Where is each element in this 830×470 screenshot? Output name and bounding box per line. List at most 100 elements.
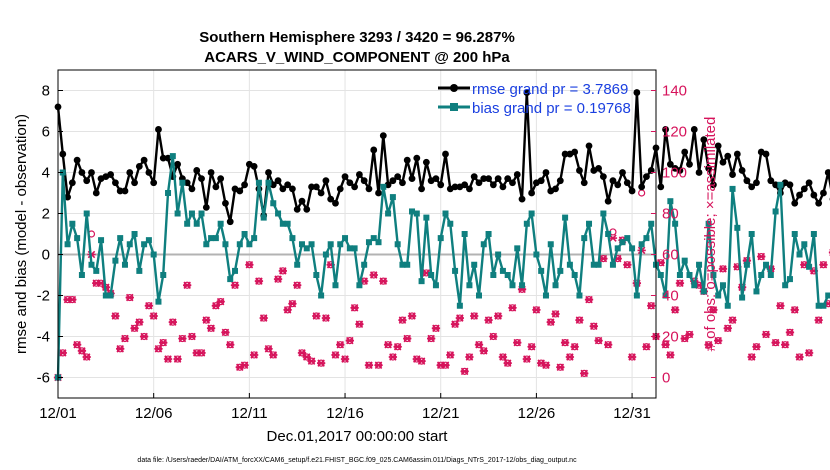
rmse-series (54, 89, 830, 226)
bias-point (466, 282, 473, 289)
bias-point (609, 261, 616, 268)
rmse-point (126, 169, 134, 176)
bias-point (748, 231, 755, 237)
bias-point (160, 272, 167, 278)
bias-point (404, 261, 411, 268)
legend-rmse-label: rmse grand pr = 3.7869 (472, 81, 628, 98)
rmse-point (714, 142, 722, 150)
rmse-point (786, 181, 794, 189)
y-tick-right-label: 120 (662, 124, 687, 141)
rmse-point (140, 156, 148, 164)
obs-assimilated-point (675, 279, 685, 287)
rmse-point (303, 206, 311, 213)
bias-point (672, 220, 679, 227)
rmse-point (250, 162, 258, 170)
obs-assimilated-point (776, 301, 785, 310)
bias-point (227, 276, 234, 283)
y-tick-right-label: 100 (662, 165, 687, 182)
bias-point (605, 231, 612, 237)
bias-point (145, 237, 152, 244)
bias-point (255, 179, 262, 186)
bias-point (212, 235, 219, 242)
rmse-point (164, 154, 172, 162)
rmse-point (236, 187, 244, 195)
rmse-point (585, 142, 593, 150)
rmse-point (470, 173, 478, 181)
rmse-point (346, 179, 354, 187)
obs-assimilated-point (761, 330, 771, 339)
rmse-point (92, 189, 100, 197)
rmse-point (542, 169, 550, 176)
rmse-point (643, 173, 650, 181)
bias-point (643, 235, 650, 242)
legend: rmse grand pr = 3.7869 bias grand pr = 0… (438, 81, 631, 117)
rmse-point (791, 199, 799, 207)
bias-point (64, 241, 71, 248)
rmse-point (226, 218, 234, 226)
rmse-point (64, 193, 71, 201)
bias-point (485, 231, 492, 237)
obs-assimilated-point (273, 275, 283, 283)
rmse-point (131, 179, 138, 187)
bias-point (193, 220, 200, 227)
bias-point (141, 241, 148, 248)
obs-assimilated-point (460, 367, 469, 376)
bias-point (514, 245, 521, 252)
obs-assimilated-point (795, 353, 804, 361)
bias-point (657, 272, 664, 278)
obs-assimilated-point (541, 361, 551, 369)
obs-assimilated-point (240, 361, 249, 369)
obs-assimilated-point (599, 254, 608, 263)
rmse-point (241, 181, 248, 189)
rmse-point (609, 177, 617, 185)
obs-assimilated-point (513, 338, 522, 347)
bias-point (241, 231, 248, 237)
bias-point (509, 282, 516, 289)
obs-assimilated-point (398, 316, 407, 324)
rmse-point (748, 183, 756, 191)
rmse-point (595, 165, 602, 172)
rmse-point (202, 203, 210, 211)
rmse-point (820, 189, 827, 197)
bias-point (356, 282, 363, 289)
obs-assimilated-point (465, 353, 474, 361)
rmse-point (810, 191, 818, 199)
obs-assimilated-point (450, 320, 460, 328)
bias-point (294, 261, 301, 268)
obs-assimilated-point (551, 310, 560, 318)
obs-assimilated-point (704, 340, 713, 349)
bias-point (78, 272, 85, 278)
bias-point (796, 251, 803, 258)
bias-point (174, 210, 181, 217)
rmse-point (657, 183, 665, 191)
bias-point (332, 282, 339, 289)
obs-assimilated-point (474, 340, 484, 349)
x-tick-label: 12/21 (422, 405, 460, 422)
rmse-point (59, 150, 67, 158)
bias-point (772, 208, 779, 215)
rmse-point (150, 179, 158, 187)
obs-assimilated-point (111, 312, 120, 320)
rmse-point (351, 183, 359, 191)
obs-assimilated-point (77, 347, 87, 355)
obs-assimilated-point (565, 353, 575, 361)
rmse-point (576, 167, 583, 174)
bias-point (169, 153, 176, 160)
rmse-point (384, 181, 392, 189)
obs-assimilated-point (527, 342, 536, 351)
obs-assimilated-point (183, 281, 192, 290)
obs-assimilated-point (781, 340, 790, 349)
obs-assimilated-point (757, 252, 766, 261)
bias-point (504, 272, 511, 278)
rmse-point (571, 148, 579, 156)
obs-assimilated-point (72, 340, 82, 349)
bias-point (528, 210, 535, 217)
rmse-point (379, 132, 387, 140)
chart-title-line-2: ACARS_V_WIND_COMPONENT @ 200 hPa (204, 49, 510, 66)
rmse-point (466, 185, 473, 193)
rmse-point (145, 169, 153, 176)
rmse-point (375, 189, 382, 197)
bias-point (681, 257, 688, 264)
obs-assimilated-point (331, 351, 340, 359)
obs-assimilated-point (202, 316, 211, 324)
